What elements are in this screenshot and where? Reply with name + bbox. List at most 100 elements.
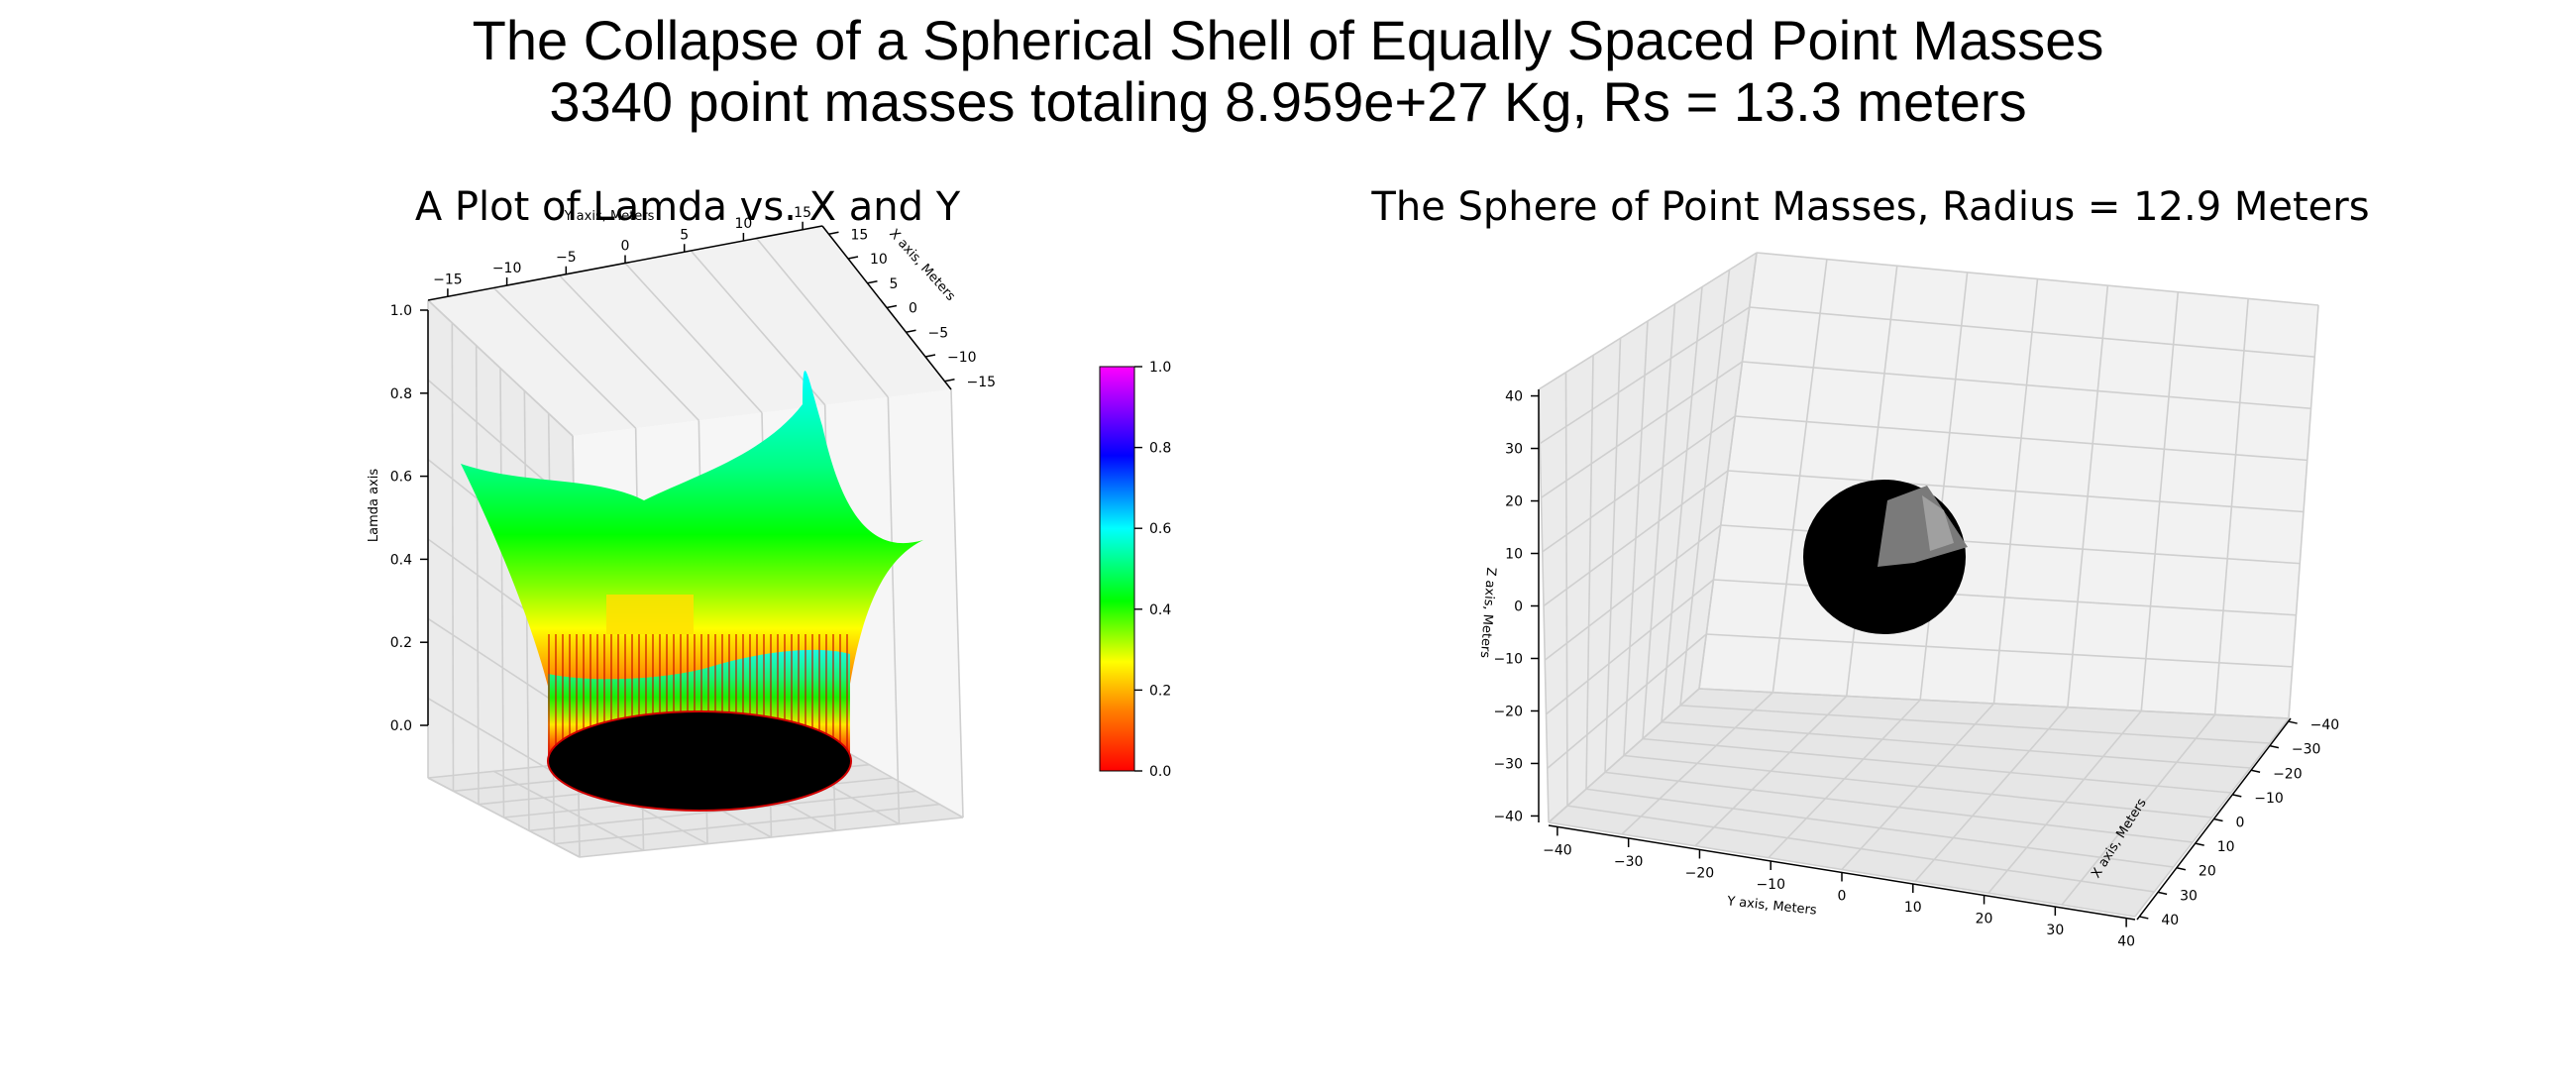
sphere-grid-line xyxy=(1543,470,1729,607)
sphere-plot-title: The Sphere of Point Masses, Radius = 12.… xyxy=(1370,184,2369,230)
sphere-z-axis-tick-label: −40 xyxy=(1493,809,1523,824)
sphere-grid-line xyxy=(1841,703,1995,871)
sphere-grid-line xyxy=(2213,298,2249,715)
sphere-grid-line xyxy=(1706,633,2293,668)
sphere-y-axis-tick-label: −30 xyxy=(1614,854,1644,870)
sphere-x-axis-tick-label: −30 xyxy=(2292,742,2321,758)
sphere-of-point-masses xyxy=(1803,480,1968,634)
colorbar-tick-label: 0.6 xyxy=(1149,521,1171,537)
lamda-center-hole xyxy=(547,710,852,812)
lamda-grid-line xyxy=(690,250,826,406)
sphere-grid-line xyxy=(1547,633,1707,769)
lamda-z-axis-tick-label: 0.0 xyxy=(390,718,412,734)
sphere-y-axis-tick-label: 40 xyxy=(2117,934,2135,950)
lamda-xlabel: X axis, Meters xyxy=(886,227,958,304)
colorbar-tick-label: 0.0 xyxy=(1149,764,1171,780)
colorbar-tick-label: 0.2 xyxy=(1149,683,1171,699)
sphere-y-axis-tick-label: 10 xyxy=(1904,900,1922,916)
lamda-x-axis-tick xyxy=(906,329,916,333)
sphere-y-axis-tick-label: 20 xyxy=(1976,912,1993,927)
sphere-z-axis-tick-label: −10 xyxy=(1493,651,1523,667)
sphere-x-axis-tick xyxy=(2269,744,2280,749)
sphere-x-axis-tick xyxy=(2176,866,2187,871)
sphere-grid-line xyxy=(1642,737,2231,794)
lamda-x-axis-tick xyxy=(886,304,898,309)
sphere-back-pane xyxy=(1699,253,2318,718)
sphere-x-axis-tick-label: −40 xyxy=(2310,717,2340,733)
figure-title-line-2: 3340 point masses totaling 8.959e+27 Kg,… xyxy=(549,70,2027,133)
lamda-grid-line xyxy=(756,237,889,398)
sphere-scatter-plot: −40−30−20−10010203040−40−30−20−100102030… xyxy=(1370,184,2369,950)
sphere-x-axis-tick-label: 40 xyxy=(2161,913,2179,928)
lamda-grid-line xyxy=(887,396,901,824)
sphere-grid-line xyxy=(1698,252,1758,690)
lamda-grid-line xyxy=(579,817,964,858)
lamda-y-axis-tick-label: 5 xyxy=(680,227,689,243)
sphere-grid-line xyxy=(1698,688,2290,719)
lamda-x-axis-tick-label: 10 xyxy=(870,252,888,268)
lamda-surface-plot: −15−10−5051015151050−5−10−150.00.20.40.6… xyxy=(367,184,1171,858)
sphere-grid-line xyxy=(1642,303,1676,739)
sphere-grid-line xyxy=(2134,717,2290,918)
sphere-x-axis-tick xyxy=(2157,891,2168,896)
lamda-x-axis-tick xyxy=(867,280,878,284)
lamda-side-pane xyxy=(428,300,580,857)
sphere-z-axis-tick-label: 30 xyxy=(1505,442,1523,458)
lamda-surface xyxy=(461,371,923,812)
sphere-x-axis-tick xyxy=(2232,794,2242,798)
sphere-grid-line xyxy=(2140,291,2180,711)
colorbar-gradient xyxy=(1099,366,1135,772)
sphere-grid-line xyxy=(1544,524,1722,661)
lamda-x-axis-tick xyxy=(847,256,859,260)
sphere-zlabel: Z axis, Meters xyxy=(1477,567,1498,659)
sphere-grid-line xyxy=(1661,720,2251,769)
lamda-z-axis-tick-label: 0.2 xyxy=(390,635,412,651)
sphere-grid-line xyxy=(1661,286,1703,722)
sphere-z-axis-tick-label: 0 xyxy=(1514,600,1523,615)
lamda-x-axis-tick-label: 5 xyxy=(890,276,899,292)
sphere-x-axis-tick-label: 30 xyxy=(2180,888,2198,904)
sphere-x-axis-tick xyxy=(2139,916,2149,920)
lamda-z-axis-tick-label: 0.6 xyxy=(390,470,412,486)
sphere-y-axis-tick-label: 0 xyxy=(1838,889,1847,905)
lamda-ylabel: Y axis, Meters xyxy=(564,209,655,224)
sphere-y-axis-tick-label: 30 xyxy=(2046,923,2064,938)
lamda-zlabel: Lamda axis xyxy=(367,469,381,542)
sphere-visible-patch xyxy=(1878,486,1968,567)
lamda-y-axis-tick-label: 10 xyxy=(734,216,752,232)
sphere-x-axis-tick-label: 0 xyxy=(2236,816,2245,831)
sphere-z-axis-tick-label: −30 xyxy=(1493,756,1523,772)
lamda-x-axis-tick-label: −10 xyxy=(947,350,977,366)
lamda-grid-line xyxy=(559,274,699,421)
lamda-x-axis-tick-label: −15 xyxy=(967,375,997,390)
lamda-grid-line xyxy=(950,388,964,818)
lamda-z-axis-tick-label: 0.4 xyxy=(390,552,412,568)
sphere-x-axis-tick xyxy=(2250,769,2261,774)
lamda-grid-line xyxy=(492,286,637,429)
sphere-z-axis-tick-label: 20 xyxy=(1505,494,1523,510)
sphere-grid-line xyxy=(1914,707,2069,882)
sphere-x-axis-tick-label: −20 xyxy=(2273,766,2303,782)
lamda-yellow-plateau xyxy=(606,595,694,634)
sphere-grid-line xyxy=(2288,304,2319,719)
lamda-x-axis-tick-label: 15 xyxy=(851,227,869,243)
sphere-grid-line xyxy=(1679,705,2270,744)
colorbar-ticks: 0.0 0.2 0.4 0.6 0.8 1.0 xyxy=(1134,360,1171,780)
sphere-axis-labels: −40−30−20−10010203040−40−30−20−100102030… xyxy=(1493,389,2339,950)
lamda-x-axis-tick-label: −5 xyxy=(928,325,949,341)
lamda-axis-labels: −15−10−5051015151050−5−10−150.00.20.40.6… xyxy=(390,205,996,734)
sphere-y-axis-tick-label: −20 xyxy=(1685,865,1715,881)
sphere-grid-line xyxy=(1679,270,1731,706)
sphere-z-axis-tick-label: 40 xyxy=(1505,389,1523,405)
lamda-y-axis-tick-label: −10 xyxy=(492,261,522,276)
sphere-x-axis-tick-label: 20 xyxy=(2199,864,2216,880)
sphere-y-axis-tick-label: −40 xyxy=(1543,842,1572,858)
sphere-z-axis-tick-label: −20 xyxy=(1493,704,1523,719)
sphere-ylabel: Y axis, Meters xyxy=(1725,894,1817,919)
lamda-y-axis-tick-label: 0 xyxy=(621,239,630,255)
lamda-plot-title: A Plot of Lamda vs. X and Y xyxy=(415,184,961,230)
sphere-x-axis-tick xyxy=(2288,720,2298,724)
sphere-x-axis-tick-label: −10 xyxy=(2254,791,2284,807)
sphere-grid-line xyxy=(2061,713,2216,906)
